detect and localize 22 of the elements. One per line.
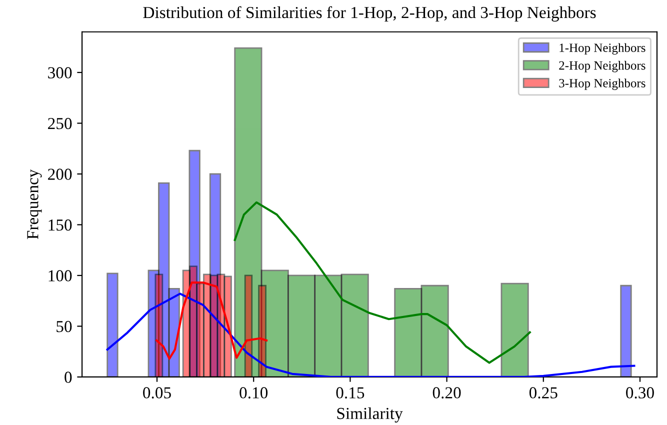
y-tick-label: 300 [48,67,72,78]
legend-label: 2-Hop Neighbors [559,60,646,72]
x-tick-label: 0.20 [432,387,461,398]
y-tick-label: 0 [64,372,72,383]
y-tick-label: 250 [48,118,72,130]
line-series [106,292,636,377]
y-tick-label: 50 [56,320,72,332]
x-tick-label: 0.10 [240,387,268,398]
x-tick-label: 0.30 [626,387,654,398]
x-tick-label: 0.15 [336,387,364,398]
legend-label: 3-Hop Neighbors [559,78,646,90]
y-tick-label: 200 [48,168,72,180]
x-tick-label: 0.05 [143,387,171,398]
x-tick-label: 0.25 [529,387,558,398]
x-axis-title: Similarity [337,407,403,423]
y-axis-title: Frequency [27,169,42,240]
y-tick-label: 150 [48,219,72,231]
line-series [156,282,268,360]
legend-label: 1-Hop Neighbors [560,43,646,55]
y-tick-label: 100 [48,270,72,282]
line-series [234,201,531,364]
chart-title: Distribution of Similarities for 1-Hop, 2-Hop, and 3-Hop Neighbors [143,6,596,22]
